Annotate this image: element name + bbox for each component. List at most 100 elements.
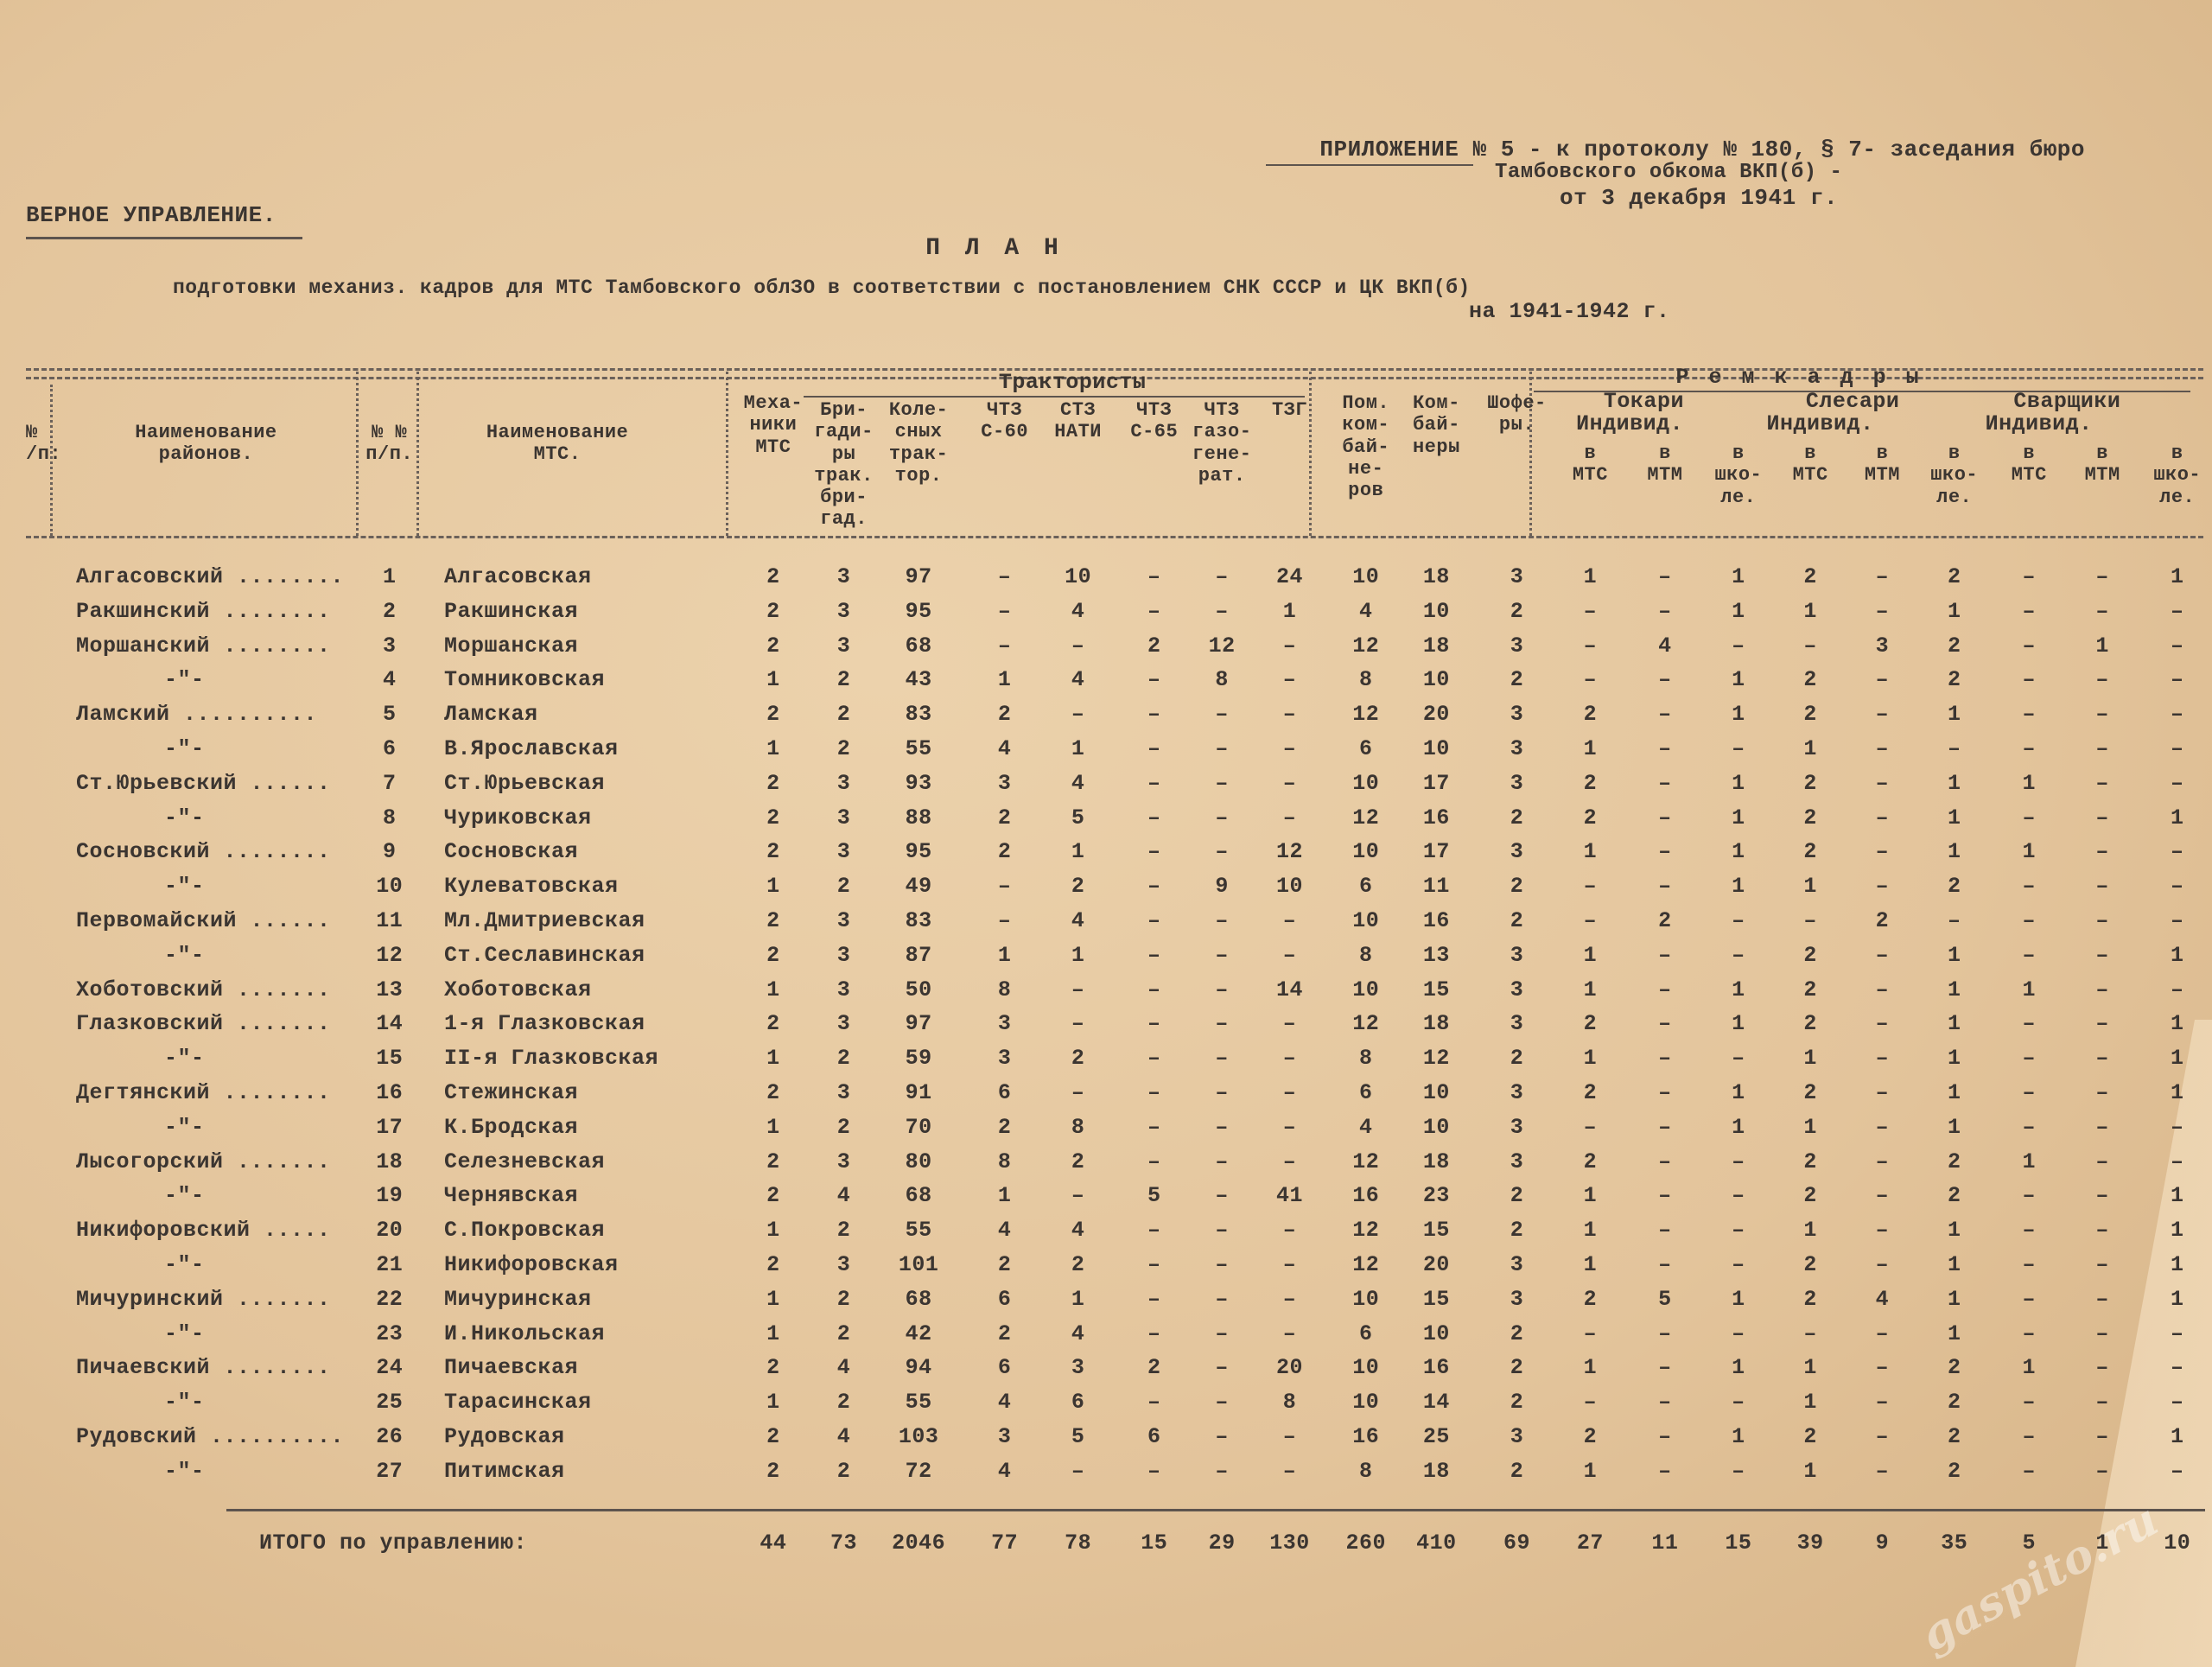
- cell-value: –: [1147, 598, 1161, 624]
- cell-value: 2: [1583, 1080, 1598, 1105]
- cell-value: –: [1282, 1148, 1297, 1174]
- district-name: Ламский ..........: [76, 702, 318, 728]
- total-rule: [226, 1509, 2205, 1511]
- cell-value: –: [1658, 702, 1672, 728]
- cell-value: 23: [1422, 1183, 1450, 1209]
- title: П Л А Н: [925, 235, 1064, 262]
- cell-value: 3: [1510, 1252, 1524, 1277]
- cell-value: –: [2170, 1458, 2184, 1484]
- cell-value: 10: [1352, 1286, 1380, 1312]
- cell-value: –: [2170, 770, 2184, 796]
- total-value: 27: [1576, 1530, 1604, 1556]
- mts-name: Пичаевская: [444, 1355, 579, 1381]
- header-rule: [26, 377, 2203, 379]
- cell-value: –: [1658, 1355, 1672, 1381]
- cell-value: 2: [1510, 1320, 1524, 1346]
- cell-value: 1: [1947, 1320, 1961, 1346]
- cell-value: 1: [2022, 839, 2037, 865]
- cell-value: –: [1147, 1286, 1161, 1312]
- cell-value: 8: [997, 1148, 1012, 1174]
- cell-value: –: [1732, 1183, 1745, 1209]
- department: ВЕРНОЕ УПРАВЛЕНИЕ.: [26, 202, 276, 228]
- district-name: Сосновский ........: [76, 839, 331, 865]
- cell-value: –: [1803, 908, 1817, 933]
- cell-value: 1: [1732, 1286, 1745, 1312]
- cell-value: 1: [2170, 1286, 2184, 1312]
- row-number: 18: [376, 1148, 404, 1174]
- cell-value: –: [1732, 736, 1745, 761]
- cell-value: 4: [1071, 1320, 1085, 1346]
- cell-value: –: [1947, 908, 1961, 933]
- cell-value: –: [2022, 874, 2037, 900]
- cell-value: 15: [1422, 1286, 1450, 1312]
- cell-value: 2: [1803, 1011, 1817, 1037]
- total-value: 10: [2164, 1530, 2191, 1556]
- cell-value: 4: [997, 1218, 1012, 1244]
- cell-value: 4: [997, 736, 1012, 761]
- cell-value: –: [1583, 1320, 1598, 1346]
- cell-value: 1: [2170, 1424, 2184, 1449]
- cell-value: 59: [905, 1046, 932, 1072]
- cell-value: 2: [1147, 633, 1161, 659]
- district-name: -"-: [164, 874, 205, 900]
- cell-value: –: [997, 908, 1012, 933]
- cell-value: 13: [1422, 942, 1450, 968]
- cell-value: 1: [2022, 1148, 2037, 1174]
- cell-value: –: [1282, 770, 1297, 796]
- cell-value: –: [2095, 736, 2109, 761]
- cell-value: 4: [997, 1390, 1012, 1416]
- cell-value: –: [1215, 564, 1229, 589]
- cell-value: 2: [766, 942, 780, 968]
- cell-value: 12: [1352, 805, 1380, 830]
- cell-value: 2: [766, 1080, 780, 1105]
- cell-value: –: [997, 874, 1012, 900]
- cell-value: –: [1147, 1320, 1161, 1346]
- cell-value: 1: [1947, 1114, 1961, 1140]
- district-name: -"-: [164, 942, 205, 968]
- cell-value: –: [2022, 1458, 2037, 1484]
- cell-value: 6: [1358, 1320, 1373, 1346]
- cell-value: 2: [997, 1252, 1012, 1277]
- cell-value: –: [1215, 1046, 1229, 1072]
- cell-value: 1: [997, 1183, 1012, 1209]
- cell-value: –: [1147, 977, 1161, 1002]
- cell-value: 2: [766, 702, 780, 728]
- district-name: Хоботовский .......: [76, 977, 331, 1002]
- mts-name: II-я Глазковская: [444, 1046, 659, 1072]
- cell-value: –: [1803, 633, 1817, 659]
- column-header: ЧТЗ газо- гене- рат.: [1192, 399, 1252, 487]
- cell-value: –: [1147, 908, 1161, 933]
- district-name: -"-: [164, 1458, 205, 1484]
- cell-value: 50: [905, 977, 932, 1002]
- cell-value: 91: [905, 1080, 932, 1105]
- cell-value: –: [1147, 702, 1161, 728]
- district-name: -"-: [164, 805, 205, 830]
- cell-value: 2: [1803, 1148, 1817, 1174]
- column-header: Бри- гади- ры трак. бри- гад.: [814, 399, 874, 531]
- group-header: Трактористы: [998, 370, 1147, 395]
- cell-value: 2: [997, 805, 1012, 830]
- row-number: 15: [376, 1046, 404, 1072]
- cell-value: –: [2095, 1183, 2109, 1209]
- row-number: 27: [376, 1458, 404, 1484]
- cell-value: 10: [1352, 839, 1380, 865]
- column-header: ТЗГ: [1271, 399, 1308, 421]
- district-name: Рудовский ..........: [76, 1424, 345, 1449]
- district-name: Никифоровский .....: [76, 1218, 331, 1244]
- cell-value: 2: [766, 839, 780, 865]
- cell-value: –: [2170, 598, 2184, 624]
- cell-value: 2: [1583, 1148, 1598, 1174]
- column-separator: [416, 372, 419, 536]
- cell-value: 3: [836, 1011, 851, 1037]
- cell-value: 1: [1803, 1390, 1817, 1416]
- cell-value: 8: [997, 977, 1012, 1002]
- cell-value: 2: [766, 598, 780, 624]
- cell-value: –: [1071, 1080, 1085, 1105]
- cell-value: –: [1215, 770, 1229, 796]
- cell-value: –: [1875, 1355, 1890, 1381]
- cell-value: –: [2095, 839, 2109, 865]
- cell-value: –: [2095, 908, 2109, 933]
- cell-value: 6: [997, 1355, 1012, 1381]
- cell-value: 8: [1358, 667, 1373, 693]
- header-rule: [26, 368, 2203, 371]
